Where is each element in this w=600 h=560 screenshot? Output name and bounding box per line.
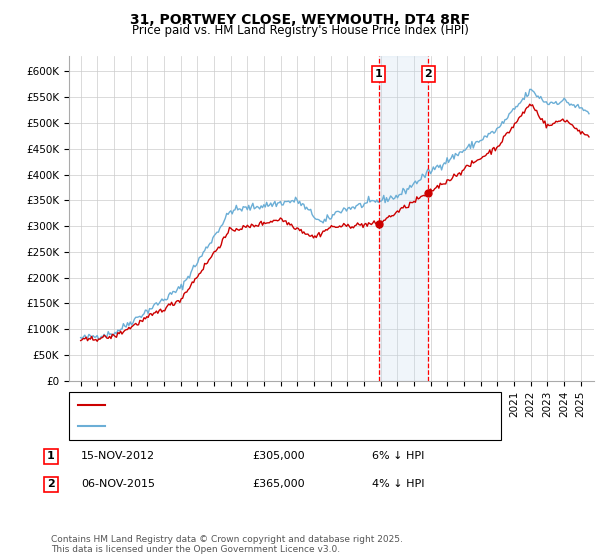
Text: £305,000: £305,000 (252, 451, 305, 461)
Text: 1: 1 (375, 69, 383, 79)
Text: £365,000: £365,000 (252, 479, 305, 489)
Text: 31, PORTWEY CLOSE, WEYMOUTH, DT4 8RF: 31, PORTWEY CLOSE, WEYMOUTH, DT4 8RF (130, 13, 470, 27)
Text: 06-NOV-2015: 06-NOV-2015 (81, 479, 155, 489)
Text: 1: 1 (47, 451, 55, 461)
Text: 2: 2 (47, 479, 55, 489)
Text: 15-NOV-2012: 15-NOV-2012 (81, 451, 155, 461)
Text: 6% ↓ HPI: 6% ↓ HPI (372, 451, 424, 461)
Bar (379, 56, 428, 381)
Text: 31, PORTWEY CLOSE, WEYMOUTH, DT4 8RF (detached house): 31, PORTWEY CLOSE, WEYMOUTH, DT4 8RF (de… (111, 400, 432, 410)
Text: HPI: Average price, detached house, Dorset: HPI: Average price, detached house, Dors… (111, 421, 338, 431)
Text: Price paid vs. HM Land Registry's House Price Index (HPI): Price paid vs. HM Land Registry's House … (131, 24, 469, 38)
Text: 4% ↓ HPI: 4% ↓ HPI (372, 479, 425, 489)
Text: Contains HM Land Registry data © Crown copyright and database right 2025.
This d: Contains HM Land Registry data © Crown c… (51, 535, 403, 554)
Text: 2: 2 (424, 69, 432, 79)
